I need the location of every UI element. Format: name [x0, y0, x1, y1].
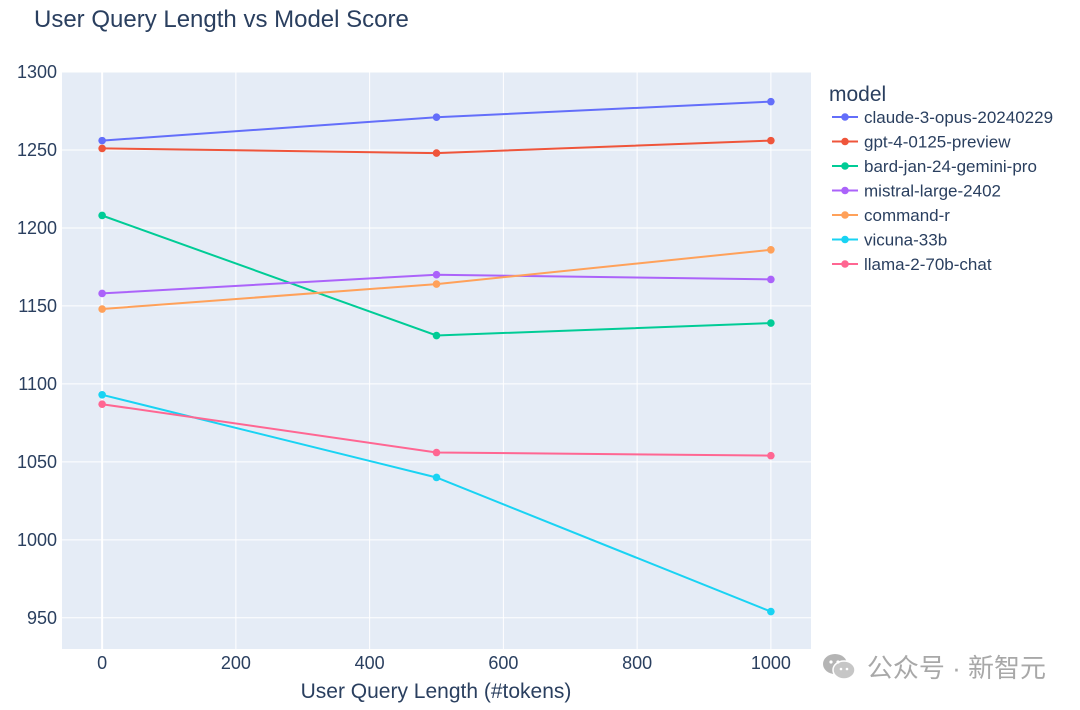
series-bard-jan-24-gemini-pro: [98, 211, 775, 340]
legend-label: bard-jan-24-gemini-pro: [864, 157, 1037, 176]
series-command-r: [98, 245, 775, 313]
x-axis-ticks: 0 200 400 600 800 1000: [97, 653, 791, 673]
data-point: [767, 319, 775, 327]
y-tick-label: 1200: [17, 218, 57, 238]
series-claude-3-opus-20240229: [98, 97, 775, 145]
data-point: [767, 245, 775, 254]
chart-title: User Query Length vs Model Score: [34, 6, 409, 33]
legend-label: command-r: [864, 206, 950, 225]
x-tick-label: 400: [355, 653, 385, 673]
data-point: [98, 289, 106, 298]
x-axis-title: User Query Length (#tokens): [301, 680, 572, 703]
legend-label: mistral-large-2402: [864, 182, 1001, 201]
data-point: [767, 607, 775, 616]
legend-swatch-marker: [841, 137, 849, 146]
data-point: [98, 211, 106, 220]
y-tick-label: 1050: [17, 452, 57, 472]
data-point: [767, 275, 775, 284]
x-tick-label: 0: [97, 653, 107, 673]
data-point: [98, 136, 106, 145]
data-point: [432, 280, 441, 288]
y-tick-label: 1250: [17, 140, 57, 160]
legend-label: gpt-4-0125-preview: [864, 133, 1011, 152]
data-point: [98, 144, 106, 153]
data-point: [432, 448, 441, 457]
data-point: [767, 451, 775, 460]
x-tick-label: 800: [622, 653, 652, 673]
data-point: [98, 391, 106, 399]
legend-swatch-marker: [841, 113, 849, 121]
legend-swatch-marker: [841, 235, 849, 244]
series-llama-2-70b-chat: [98, 400, 775, 460]
wechat-icon: [822, 653, 856, 680]
y-tick-label: 1100: [18, 374, 57, 394]
y-tick-label: 1000: [17, 530, 57, 550]
legend-item: mistral-large-2402: [832, 182, 1001, 201]
watermark-text: 公众号 · 新智元: [866, 653, 1046, 683]
legend-item: gpt-4-0125-preview: [832, 133, 1011, 152]
legend-item: bard-jan-24-gemini-pro: [832, 157, 1037, 176]
legend: model claude-3-opus-20240229 gpt-4-0125-p…: [829, 83, 1053, 274]
data-point: [98, 305, 106, 313]
x-tick-label: 200: [221, 653, 251, 673]
legend-item: vicuna-33b: [832, 231, 947, 250]
plot-area: [62, 72, 811, 649]
series-mistral-large-2402: [98, 270, 775, 298]
data-point: [767, 136, 775, 145]
data-point: [432, 113, 441, 122]
legend-label: vicuna-33b: [864, 231, 947, 250]
y-tick-label: 1150: [18, 296, 57, 316]
legend-swatch-marker: [841, 211, 849, 219]
data-point: [432, 149, 441, 157]
gridlines: [62, 71, 811, 649]
legend-item: llama-2-70b-chat: [832, 255, 992, 274]
data-point: [432, 331, 441, 340]
x-tick-label: 600: [488, 653, 518, 673]
legend-item: claude-3-opus-20240229: [832, 108, 1053, 127]
y-axis-ticks: 950 1000 1050 1100 1150 1200 1250 1300: [17, 62, 57, 628]
x-tick-label: 1000: [751, 653, 791, 673]
legend-item: command-r: [832, 206, 950, 225]
data-point: [767, 97, 775, 106]
series-lines: [98, 97, 775, 616]
legend-title: model: [829, 83, 886, 106]
legend-swatch-marker: [841, 162, 849, 170]
data-point: [98, 400, 106, 408]
legend-label: llama-2-70b-chat: [864, 255, 992, 274]
data-point: [432, 270, 441, 279]
legend-swatch-marker: [841, 260, 849, 268]
series-vicuna-33b: [98, 391, 775, 616]
y-tick-label: 950: [27, 608, 57, 628]
series-gpt-4-0125-preview: [98, 136, 775, 157]
data-point: [432, 473, 441, 482]
legend-swatch-marker: [841, 186, 849, 195]
legend-label: claude-3-opus-20240229: [864, 108, 1053, 127]
watermark: 公众号 · 新智元: [821, 648, 1046, 685]
y-tick-label: 1300: [17, 62, 57, 82]
